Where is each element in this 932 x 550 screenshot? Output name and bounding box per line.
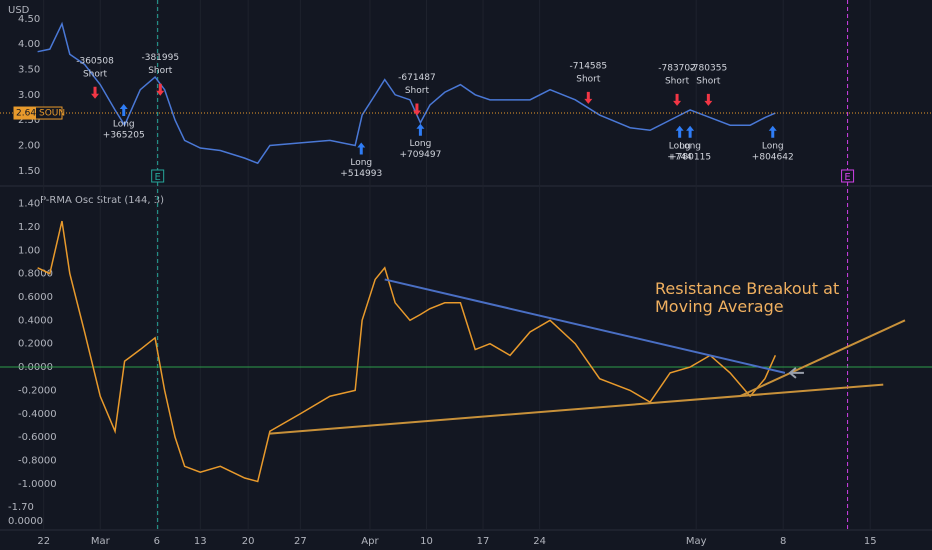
signal-label: +804642 (752, 152, 794, 162)
signal-arrow (412, 103, 421, 116)
y-tick-label: 0.2000 (18, 339, 53, 350)
y-tick-label: -0.2000 (18, 385, 57, 396)
signal-arrow (768, 125, 777, 138)
signal-label: +780115 (669, 152, 711, 162)
x-tick-label: 22 (37, 536, 50, 547)
x-tick-label: 8 (780, 536, 786, 547)
event-box (841, 169, 855, 183)
signal-arrow (584, 91, 593, 104)
signal-label: +709497 (399, 150, 441, 160)
signal-label: Short (665, 76, 690, 86)
y-tick-label: 1.50 (18, 166, 40, 177)
x-tick-label: 13 (194, 536, 207, 547)
x-tick-label: 6 (154, 536, 160, 547)
price-tag-bg (14, 107, 36, 120)
signal-label: +744 (667, 152, 692, 162)
x-tick-label: 17 (477, 536, 490, 547)
signal-label: Short (576, 74, 601, 84)
y-tick-label: -0.4000 (18, 409, 57, 420)
extra-label: -1.70 (8, 502, 34, 513)
signal-label: Long (113, 119, 135, 129)
event-label: E (844, 172, 850, 183)
signal-label: +365205 (103, 130, 145, 140)
y-tick-label: 4.00 (18, 39, 40, 50)
signal-label: Long (669, 141, 691, 151)
y-tick-label: 2.00 (18, 140, 40, 151)
y-tick-label: -0.8000 (18, 455, 57, 466)
x-tick-label: 15 (864, 536, 877, 547)
signal-arrow (416, 123, 425, 136)
signal-label: -780355 (690, 63, 728, 73)
x-tick-label: Mar (91, 536, 111, 547)
annotation: Resistance Breakout at Moving Average (655, 279, 840, 316)
trendline (269, 383, 884, 435)
y-tick-label: 0.4000 (18, 315, 53, 326)
x-tick-label: 20 (242, 536, 255, 547)
signal-label: Long (350, 158, 372, 168)
extra-label: 0.0000 (8, 516, 43, 527)
event-box (151, 169, 165, 183)
symbol: SOUN (39, 109, 65, 119)
signal-arrow (119, 103, 128, 116)
signal-label: Short (148, 66, 173, 76)
trendline (384, 278, 786, 374)
signal-label: -381995 (141, 53, 179, 63)
series-line (37, 220, 777, 483)
y-tick-label: 4.50 (18, 14, 40, 25)
signal-label: -783702 (658, 63, 696, 73)
signal-arrow (673, 93, 682, 106)
y-tick-label: 1.20 (18, 222, 40, 233)
trendline (739, 319, 906, 398)
breakout-arrow (788, 367, 804, 379)
signal-arrow (357, 142, 366, 155)
y-tick-label: 0.6000 (18, 292, 53, 303)
signal-label: Long (762, 141, 784, 151)
signal-label: Long (410, 139, 432, 149)
signal-arrow (156, 83, 165, 96)
series-line (37, 21, 776, 165)
y-tick-label: 0.8000 (18, 269, 53, 280)
x-tick-label: 10 (420, 536, 433, 547)
signal-label: -360508 (76, 56, 114, 66)
signal-arrow (91, 86, 100, 99)
signal-label: Short (405, 86, 430, 96)
x-tick-label: May (686, 536, 707, 547)
x-tick-label: 24 (533, 536, 546, 547)
y-tick-label: 3.50 (18, 64, 40, 75)
event-label: E (155, 172, 161, 183)
y-tick-label: 1.00 (18, 245, 40, 256)
last-price: 2.64 (16, 109, 36, 119)
y-axis-label: USD (8, 5, 30, 16)
y-tick-label: 1.40 (18, 199, 40, 210)
y-tick-label: -1.0000 (18, 479, 57, 490)
signal-arrow (686, 125, 695, 138)
signal-label: +514993 (340, 169, 382, 179)
signal-label: Short (696, 76, 721, 86)
x-tick-label: 27 (294, 536, 307, 547)
signal-arrow (675, 125, 684, 138)
signal-label: -671487 (398, 73, 436, 83)
y-tick-label: -0.6000 (18, 432, 57, 443)
signal-arrow (704, 93, 713, 106)
y-tick-label: 3.00 (18, 90, 40, 101)
pane-title: P-RMA Osc Strat (144, 3) (40, 195, 164, 206)
x-tick-label: Apr (361, 536, 379, 547)
signal-label: Long (679, 141, 701, 151)
signal-label: -714585 (570, 61, 608, 71)
y-tick-label: 2.50 (18, 115, 40, 126)
signal-label: Short (83, 69, 108, 79)
